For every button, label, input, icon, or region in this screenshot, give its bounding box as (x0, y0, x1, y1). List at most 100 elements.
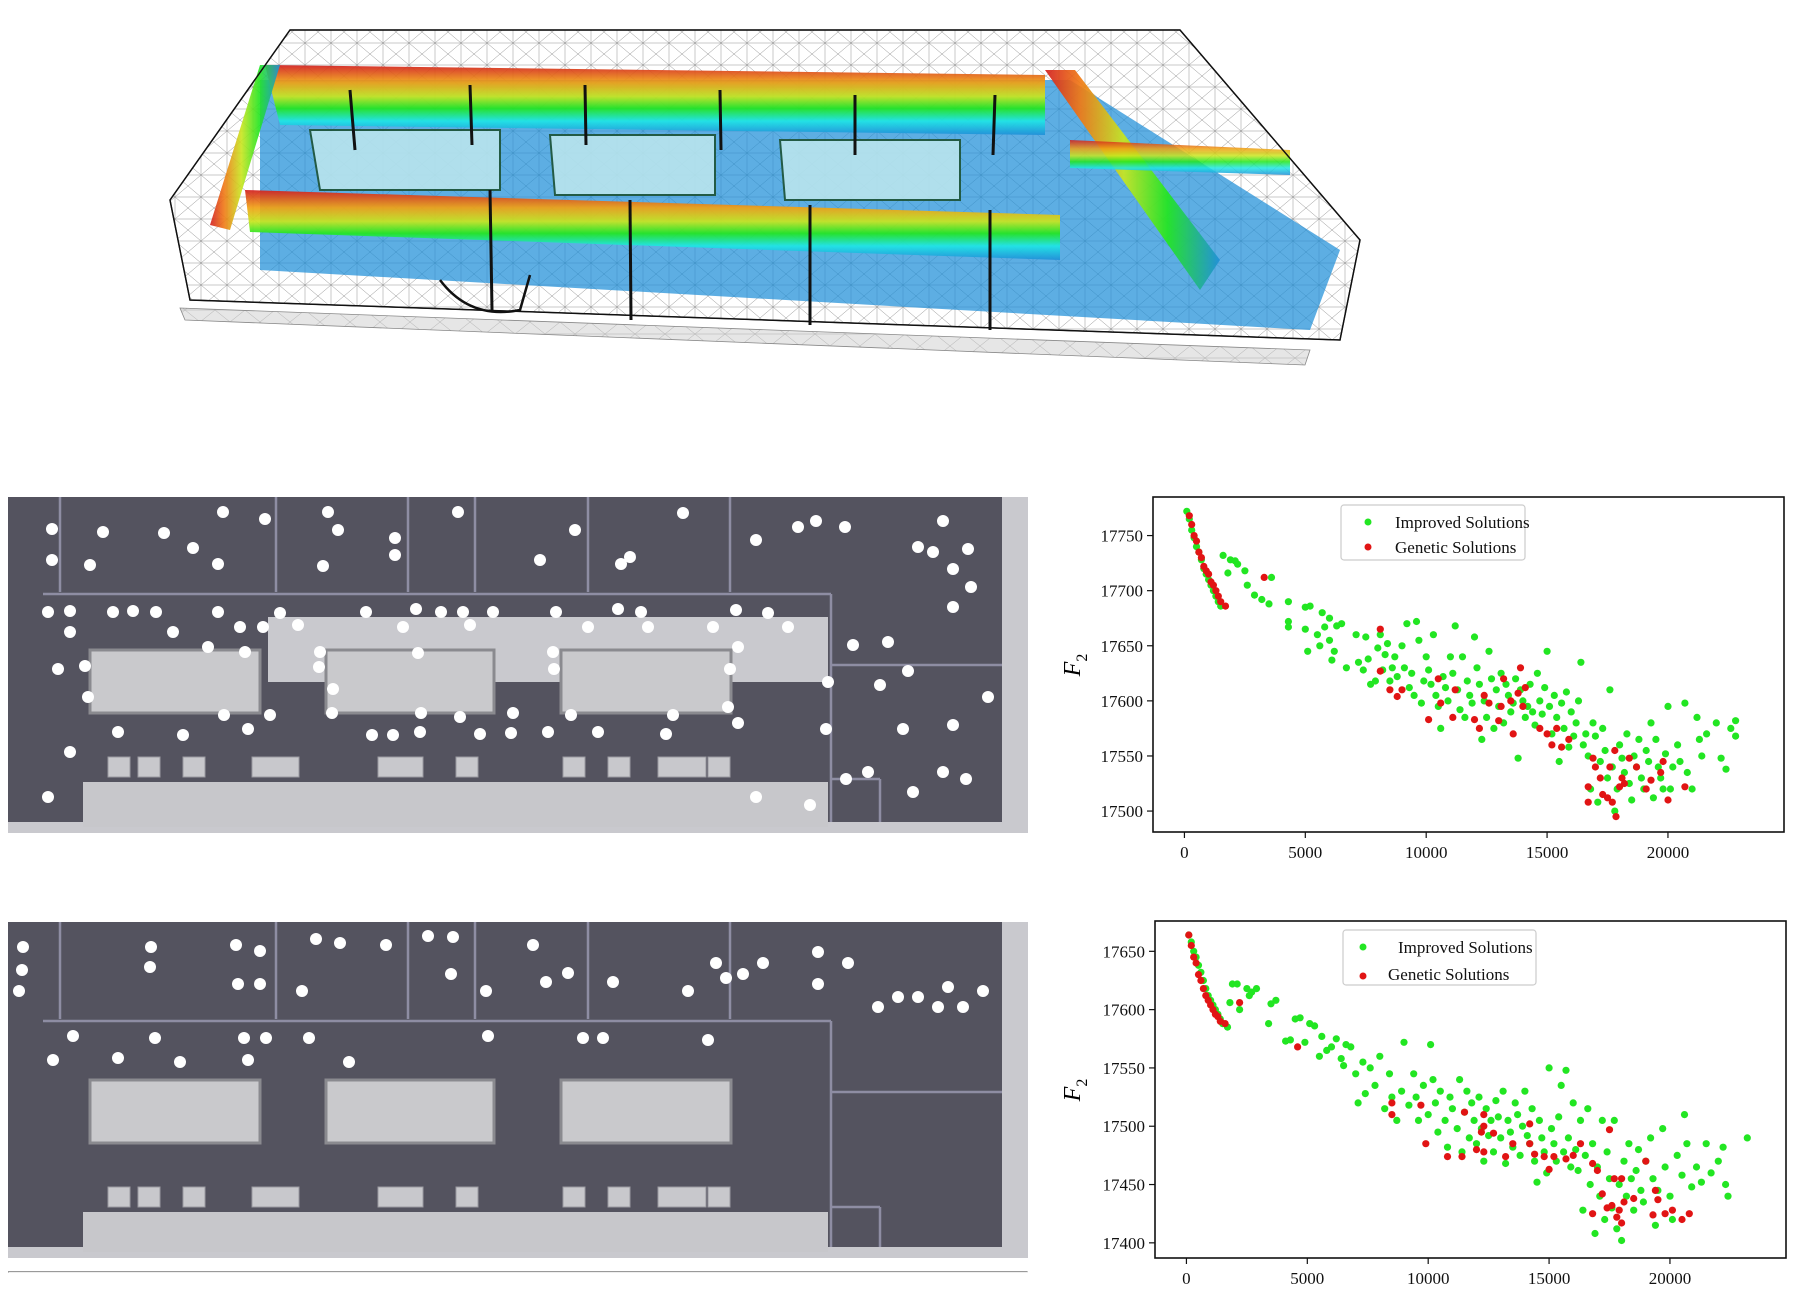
data-point (1233, 980, 1241, 988)
data-point (1550, 1140, 1558, 1148)
data-point (1410, 1070, 1418, 1078)
data-point (1446, 653, 1454, 661)
data-point (1589, 754, 1597, 762)
data-point (1681, 783, 1689, 791)
heat-band-bottom (245, 190, 1060, 260)
data-point (1494, 1113, 1502, 1121)
data-point (1649, 1175, 1657, 1183)
data-point (1424, 1111, 1432, 1119)
data-point (1243, 581, 1251, 589)
data-point (1463, 677, 1471, 685)
data-point (1376, 631, 1384, 639)
data-point (1562, 1155, 1570, 1163)
data-point (1415, 636, 1423, 644)
y-tick-label: 17450 (1103, 1176, 1146, 1195)
data-point (1284, 623, 1292, 631)
data-point (1576, 1116, 1585, 1124)
legend-box (1340, 504, 1526, 561)
data-point (1412, 1093, 1420, 1101)
axes-frame (1154, 920, 1787, 1259)
data-point (1659, 757, 1667, 766)
data-point (1657, 774, 1665, 782)
data-point (1489, 1148, 1498, 1156)
data-point (1589, 1140, 1597, 1148)
data-point (1569, 1151, 1577, 1159)
scatter-points (1183, 507, 1740, 821)
data-point (1489, 1129, 1498, 1137)
data-point (1383, 640, 1392, 648)
data-point (1466, 691, 1474, 699)
walls (43, 922, 1002, 1247)
data-point (1388, 664, 1396, 672)
data-point (1487, 675, 1496, 683)
data-point (1574, 1166, 1582, 1175)
scatter-chart-1-svg: 17500 17550 17600 17650 17700 17750 0 5000 1000… (1060, 496, 1785, 862)
data-point (1458, 653, 1467, 661)
columns (348, 84, 997, 330)
data-point (1480, 1157, 1488, 1165)
data-point (1354, 658, 1363, 666)
data-point (1642, 746, 1650, 755)
data-point (1296, 1014, 1304, 1022)
data-point (1683, 1140, 1691, 1148)
data-point (1584, 1105, 1592, 1113)
data-point (1194, 971, 1203, 979)
data-point (1666, 1192, 1674, 1200)
data-point (1429, 1076, 1437, 1084)
data-point (1480, 691, 1488, 699)
data-point (1717, 754, 1725, 762)
data-point (1313, 631, 1321, 639)
data-point (1605, 1126, 1614, 1134)
data-point (1562, 688, 1570, 696)
data-point (1398, 686, 1406, 694)
data-point (1217, 598, 1225, 606)
data-point (1480, 1122, 1488, 1130)
data-point (1688, 1183, 1696, 1191)
data-point (1388, 1099, 1396, 1107)
data-point (1393, 692, 1401, 701)
data-point (1188, 526, 1196, 534)
data-point (1502, 680, 1510, 688)
data-point (1190, 953, 1198, 961)
data-point (1400, 664, 1408, 672)
data-point (1325, 636, 1334, 644)
data-point (1553, 713, 1561, 721)
x-axis: 0 5000 10000 15000 20000 (1182, 1258, 1691, 1288)
data-point (1209, 581, 1217, 589)
data-point (1400, 1038, 1408, 1046)
data-point (1371, 677, 1379, 685)
data-point (1434, 675, 1442, 683)
data-point (1591, 763, 1599, 771)
y-tick-label: 17550 (1101, 747, 1144, 766)
data-point (1673, 1151, 1681, 1159)
data-point (1558, 743, 1566, 751)
data-point (1615, 1180, 1623, 1189)
y-axis-label: F2 (1060, 654, 1091, 678)
data-point (1456, 706, 1464, 714)
data-point (1485, 699, 1493, 707)
data-point (1693, 713, 1701, 721)
data-point (1347, 1043, 1355, 1051)
x-tick-label: 10000 (1405, 843, 1448, 862)
data-point (1598, 1116, 1606, 1124)
light-sensors (13, 930, 989, 1068)
data-point (1468, 699, 1476, 707)
scatter-chart-2: 17400 17450 17500 17550 17600 17650 0 5000 1000… (1050, 910, 1794, 1291)
data-point (1197, 976, 1205, 985)
data-point (1504, 1116, 1512, 1124)
data-point (1584, 783, 1592, 791)
data-point (1647, 776, 1655, 784)
data-point (1463, 1087, 1471, 1095)
data-point (1567, 1163, 1575, 1171)
legend-marker-improved (1364, 518, 1372, 526)
data-point (1506, 1128, 1514, 1136)
data-point (1456, 1076, 1464, 1084)
data-point (1526, 1120, 1534, 1128)
data-point (1611, 746, 1619, 755)
data-point (1364, 655, 1372, 663)
data-point (1199, 985, 1207, 993)
data-point (1533, 669, 1541, 677)
data-point (1311, 1022, 1319, 1030)
y-axis: 17500 17550 17600 17650 17700 17750 (1101, 527, 1153, 821)
data-point (1652, 735, 1660, 743)
